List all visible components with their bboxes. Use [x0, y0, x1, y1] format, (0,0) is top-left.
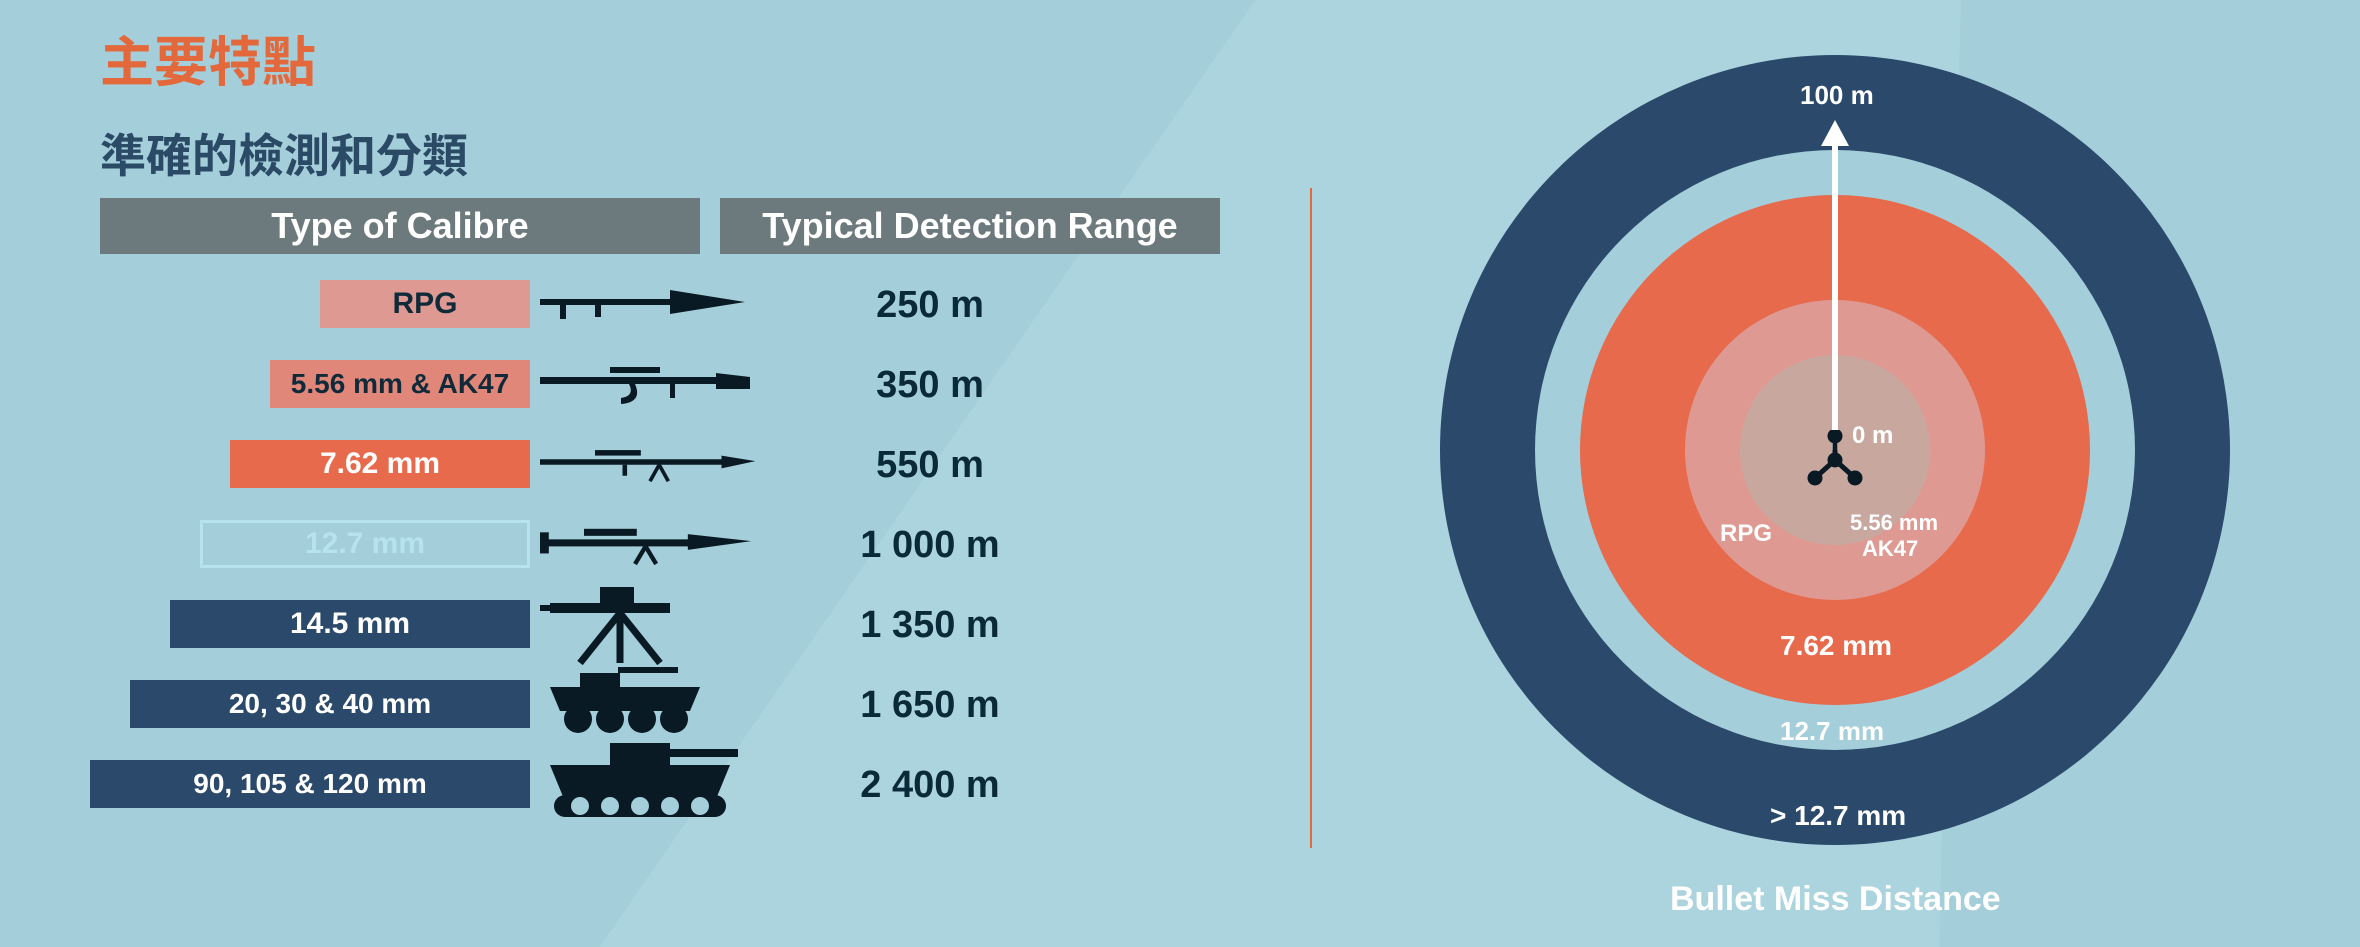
calibre-bar: RPG [320, 280, 530, 328]
bullseye-label-100m: 100 m [1800, 80, 1874, 111]
bullseye-label-556: 5.56 mm [1850, 510, 1938, 536]
bullseye-label-gt127: > 12.7 mm [1770, 800, 1906, 832]
bullseye-caption: Bullet Miss Distance [1670, 880, 2001, 919]
detection-range-value: 350 m [800, 364, 1060, 407]
detection-range-value: 1 650 m [800, 684, 1060, 727]
calibre-bar: 7.62 mm [230, 440, 530, 488]
weapon-silhouette-icon [540, 432, 760, 492]
bullseye-label-762: 7.62 mm [1780, 630, 1892, 662]
bullseye-label-0m: 0 m [1852, 422, 1893, 450]
bullseye-label-ak47: AK47 [1862, 536, 1918, 562]
page-title: 主要特點 [100, 18, 316, 97]
detection-range-value: 1 350 m [800, 604, 1060, 647]
detection-range-value: 1 000 m [800, 524, 1060, 567]
calibre-bar: 90, 105 & 120 mm [90, 760, 530, 808]
weapon-silhouette-icon [540, 752, 760, 812]
arrow-head-icon [1821, 120, 1849, 146]
weapon-silhouette-icon [540, 272, 760, 332]
detection-range-value: 550 m [800, 444, 1060, 487]
weapon-silhouette-icon [540, 592, 760, 652]
weapon-silhouette-icon [540, 672, 760, 732]
bullseye-label-127: 12.7 mm [1780, 716, 1884, 747]
vertical-divider [1310, 188, 1312, 848]
calibre-bar: 14.5 mm [170, 600, 530, 648]
weapon-silhouette-icon [540, 512, 760, 572]
calibre-bar: 20, 30 & 40 mm [130, 680, 530, 728]
detection-range-value: 2 400 m [800, 764, 1060, 807]
weapon-silhouette-icon [540, 352, 760, 412]
calibre-bar: 5.56 mm & AK47 [270, 360, 530, 408]
arrow-shaft [1832, 140, 1838, 450]
section-subtitle: 準確的檢測和分類 [100, 120, 468, 186]
calibre-bar: 12.7 mm [200, 520, 530, 568]
bullseye-label-rpg: RPG [1720, 520, 1772, 548]
infographic-stage: 主要特點 準確的檢測和分類 Type of Calibre Typical De… [0, 0, 2360, 947]
detection-range-value: 250 m [800, 284, 1060, 327]
column-header-range: Typical Detection Range [720, 198, 1220, 254]
column-header-calibre: Type of Calibre [100, 198, 700, 254]
